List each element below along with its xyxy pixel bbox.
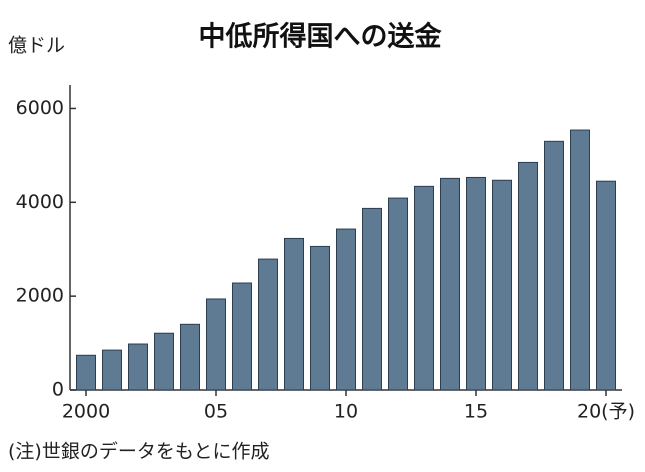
bar [570,129,590,391]
bar [492,179,512,391]
bar [154,332,174,391]
bar [310,245,330,391]
bar [336,228,356,391]
bar [544,140,564,391]
bar [518,161,538,391]
bar [596,180,616,391]
chart-title: 中低所得国への送金 [199,21,443,53]
y-tick-label: 6000 [16,97,64,119]
bar [232,282,252,391]
x-tick-label: 15 [464,401,488,423]
x-tick-label: 10 [334,401,358,423]
y-axis-unit: 億ドル [8,35,65,57]
bar [180,323,200,391]
bar [414,185,434,391]
bar [206,298,226,391]
x-tick-label: 20(予) [577,401,635,423]
bar [258,258,278,391]
x-tick-label: 2000 [62,401,110,423]
bar [362,207,382,391]
bar [76,354,96,391]
y-tick-label: 0 [52,379,64,401]
bar [440,177,460,391]
x-tick-label: 05 [204,401,228,423]
note: (注)世銀のデータをもとに作成 [8,441,269,463]
bar [284,237,304,391]
bar [388,197,408,391]
y-tick-label: 2000 [16,285,64,307]
bar [128,343,148,391]
bar [466,176,486,391]
bar [102,349,122,391]
y-tick-label: 4000 [16,191,64,213]
